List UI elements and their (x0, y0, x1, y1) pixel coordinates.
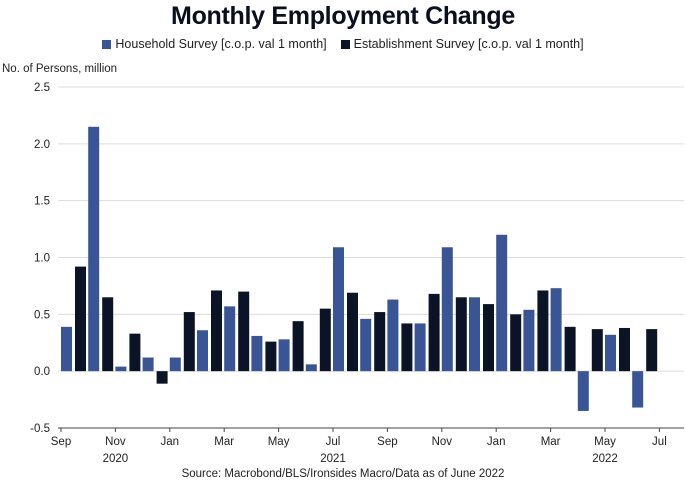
bar-household (251, 335, 263, 372)
legend-label-household: Household Survey [c.o.p. val 1 month] (115, 37, 327, 51)
bar-household (169, 357, 181, 372)
y-tick-label: 1.5 (34, 196, 50, 208)
x-tick-label: May (594, 436, 616, 448)
bar-household (469, 297, 480, 372)
bar-establishment (646, 329, 658, 372)
legend-swatch-establishment (340, 39, 350, 49)
bar-establishment (619, 327, 630, 372)
bar-household (61, 326, 72, 372)
x-tick-label: May (268, 436, 290, 448)
bar-establishment (428, 293, 440, 372)
bar-household (224, 306, 236, 372)
bar-establishment (75, 266, 86, 372)
bar-establishment (591, 329, 603, 372)
bar-household (523, 309, 535, 372)
bar-establishment (265, 341, 277, 372)
bar-establishment (292, 321, 304, 372)
bar-household (605, 334, 616, 372)
bar-household (496, 234, 508, 372)
bar-establishment (374, 312, 386, 372)
bar-establishment (102, 297, 114, 372)
y-tick-label: 0.5 (34, 309, 50, 321)
bar-household (88, 126, 100, 372)
legend-item-household: Household Survey [c.o.p. val 1 month] (102, 37, 327, 51)
x-tick-label: Jul (326, 436, 341, 448)
bar-household (115, 366, 127, 372)
x-year-label: 2020 (103, 453, 129, 465)
bar-household (278, 339, 290, 372)
bar-establishment (510, 314, 522, 372)
bar-household (197, 330, 208, 372)
bar-establishment (129, 333, 141, 372)
bar-household (414, 323, 426, 372)
bar-household (305, 364, 317, 372)
legend: Household Survey [c.o.p. val 1 month] Es… (0, 37, 686, 51)
bar-establishment (156, 371, 168, 384)
bar-establishment (537, 290, 549, 372)
chart-title: Monthly Employment Change (171, 2, 515, 30)
legend-label-establishment: Establishment Survey [c.o.p. val 1 month… (353, 37, 584, 51)
x-tick-label: Sep (51, 436, 71, 448)
x-tick-label: Jul (652, 436, 667, 448)
bar-household (142, 357, 154, 372)
bar-household (360, 318, 372, 372)
x-tick-label: Mar (214, 436, 234, 448)
x-tick-label: Mar (541, 436, 561, 448)
y-tick-label: 1.0 (34, 253, 50, 265)
y-tick-label: -0.5 (30, 423, 50, 435)
bar-household (632, 371, 644, 408)
y-tick-label: 0.0 (34, 366, 50, 378)
bar-establishment (564, 326, 576, 372)
bar-household (387, 299, 399, 372)
x-year-label: 2021 (320, 453, 346, 465)
bar-household (441, 247, 453, 372)
bar-establishment (238, 291, 250, 372)
y-axis-label: No. of Persons, million (2, 63, 118, 75)
x-tick-label: Nov (105, 436, 126, 448)
legend-item-establishment: Establishment Survey [c.o.p. val 1 month… (340, 37, 584, 51)
bar-household (333, 247, 344, 372)
x-tick-label: Jan (487, 436, 506, 448)
bar-establishment (347, 292, 358, 372)
bar-household (550, 288, 562, 372)
bar-establishment (319, 308, 331, 372)
bar-establishment (483, 304, 494, 372)
bar-establishment (183, 312, 195, 372)
bar-establishment (211, 290, 222, 372)
source-note: Source: Macrobond/BLS/Ironsides Macro/Da… (181, 468, 505, 480)
x-year-label: 2022 (592, 453, 618, 465)
legend-swatch-household (102, 39, 112, 49)
bar-establishment (401, 323, 413, 372)
y-tick-label: 2.5 (34, 82, 50, 94)
x-tick-label: Jan (161, 436, 180, 448)
bar-establishment (455, 297, 467, 372)
bar-household (577, 371, 589, 411)
x-tick-label: Sep (377, 436, 397, 448)
x-tick-label: Nov (432, 436, 453, 448)
y-tick-label: 2.0 (34, 139, 50, 151)
